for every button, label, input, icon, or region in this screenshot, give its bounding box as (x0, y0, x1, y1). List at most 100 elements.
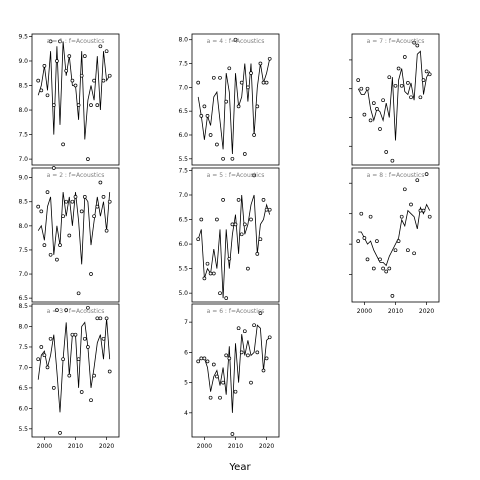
data-point (371, 266, 376, 271)
data-point (98, 44, 103, 49)
data-point (359, 211, 364, 216)
series-line (37, 41, 111, 140)
data-point (390, 158, 395, 163)
data-point (73, 83, 78, 88)
data-point (73, 332, 78, 337)
data-point (412, 251, 416, 256)
data-point (424, 69, 429, 74)
data-point (45, 190, 50, 194)
data-point (101, 195, 106, 199)
data-point (42, 243, 47, 247)
data-point (393, 248, 398, 253)
data-point (258, 311, 263, 315)
data-point (202, 356, 207, 361)
data-point (61, 142, 65, 147)
data-point (415, 178, 420, 183)
data-point (246, 353, 250, 358)
y-tick-label: 4 (184, 410, 188, 417)
panel-7: a = 7 : f=Acoustics (349, 33, 440, 166)
panel-3: 5.5 6.0 6.5 7.0 7.5 8.0 8.5 2000 2010 2020 a = 3 :… (18, 303, 120, 450)
data-point (249, 380, 253, 385)
data-point (264, 80, 269, 85)
data-point (224, 353, 229, 358)
data-point (36, 204, 41, 209)
y-tick-label: 6.0 (18, 405, 28, 412)
y-tick-label: 8.5 (18, 303, 28, 310)
data-point (208, 133, 213, 137)
panel-frame (351, 33, 440, 166)
y-tick-label: 7.5 (18, 247, 28, 254)
data-point (70, 78, 75, 83)
data-point (67, 54, 72, 58)
data-point (396, 239, 401, 243)
data-point (48, 252, 53, 257)
data-point (221, 156, 225, 161)
panel-6: 4 5 6 7 2000 2010 2020 a = 6 : f=Acoustics (184, 303, 280, 450)
data-point (267, 56, 272, 61)
panel-frame (31, 167, 120, 303)
data-point (92, 214, 96, 219)
data-point (104, 49, 109, 54)
y-tick-label: 6.5 (18, 385, 28, 392)
data-point (224, 99, 229, 104)
data-point (427, 72, 432, 77)
data-point (396, 66, 401, 71)
data-point (267, 335, 272, 340)
y-tick-label: 8.0 (178, 37, 188, 44)
data-point (258, 237, 263, 242)
x-tick-label: 2020 (99, 443, 114, 450)
data-point (107, 73, 112, 78)
y-tick-label: 8.5 (18, 199, 28, 206)
panel-title: a = 2 : f=Acoustics (47, 172, 105, 179)
data-point (39, 88, 44, 93)
y-tick-label: 5.5 (18, 426, 28, 433)
y-tick-label: 8.0 (18, 324, 28, 331)
data-point (249, 71, 253, 75)
data-point (215, 374, 219, 379)
data-point (89, 103, 93, 107)
data-point (242, 222, 247, 227)
data-point (233, 37, 238, 42)
data-point (98, 180, 103, 185)
data-point (98, 316, 103, 321)
data-point (215, 142, 219, 147)
series-line (197, 324, 270, 413)
y-tick-label: 9.5 (18, 33, 28, 40)
data-point (384, 150, 389, 154)
data-point (233, 389, 238, 394)
y-tick-label: 7.5 (18, 132, 28, 139)
data-point (199, 217, 204, 222)
data-point (95, 316, 100, 321)
data-point (39, 345, 44, 349)
data-point (356, 239, 361, 243)
data-point (92, 373, 96, 378)
data-point (196, 237, 201, 242)
panel-4: 5.5 6.0 6.5 7.0 7.5 8.0 a = 4 : f=Acoustics (178, 33, 280, 166)
data-point (199, 356, 204, 361)
data-point (221, 198, 225, 202)
data-point (86, 157, 90, 161)
panel-1: 7.0 7.5 8.0 8.5 9.0 9.5 a = 1 : f=Acoustics (18, 33, 120, 166)
data-point (205, 359, 210, 364)
data-point (55, 257, 59, 262)
data-point (36, 357, 41, 362)
data-point (221, 380, 225, 385)
data-point (255, 252, 260, 256)
y-tick-label: 7.0 (18, 364, 28, 371)
data-point (202, 276, 207, 281)
panel-title: a = 6 : f=Acoustics (207, 308, 265, 315)
x-axis-label: Year (228, 462, 251, 473)
data-point (61, 357, 65, 362)
x-tick-label: 2020 (419, 308, 434, 315)
data-point (79, 209, 84, 214)
y-tick-label: 7.0 (178, 84, 188, 91)
data-point (359, 86, 364, 91)
data-point (378, 127, 382, 131)
x-tick-label: 2010 (68, 443, 83, 450)
data-point (393, 83, 398, 88)
y-tick-label: 7.5 (178, 167, 188, 174)
data-point (387, 266, 392, 271)
data-point (202, 104, 207, 109)
data-point (205, 261, 210, 266)
